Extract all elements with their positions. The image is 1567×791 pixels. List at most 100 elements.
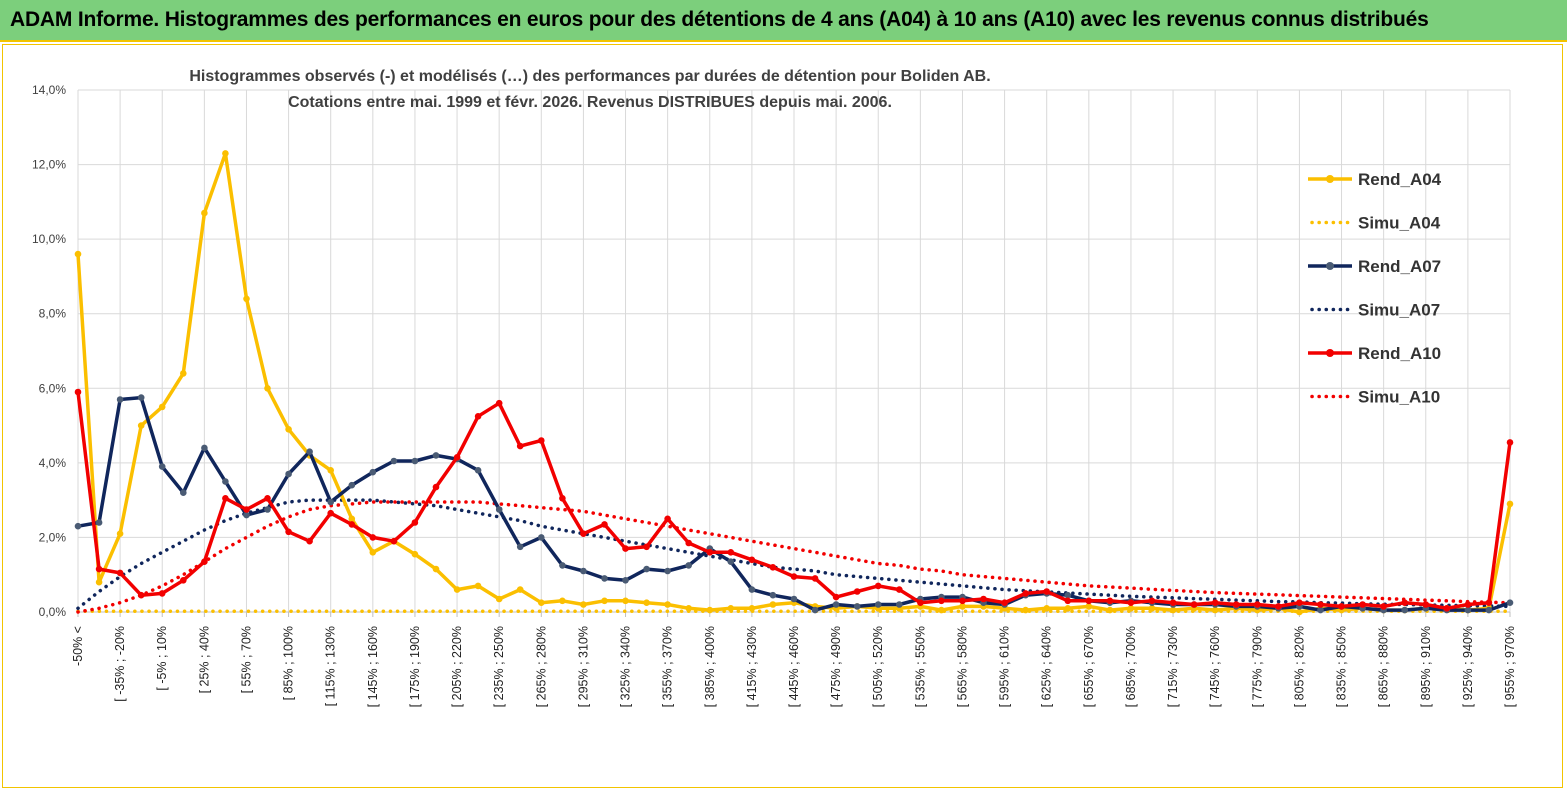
data-point-rend-a04: [1064, 605, 1072, 612]
data-point-rend-a07: [1401, 606, 1408, 614]
data-point-rend-a07: [201, 444, 208, 452]
data-point-rend-a10: [1359, 601, 1366, 608]
y-tick-label: 0,0%: [39, 605, 67, 619]
chart-frame: [2, 44, 1563, 788]
data-point-rend-a07: [1485, 606, 1493, 614]
y-tick-labels: 0,0% 2,0% 4,0% 6,0% 8,0% 10,0% 12,0% 14,0%: [32, 83, 66, 619]
data-point-rend-a10: [1064, 597, 1072, 605]
data-point-rend-a07: [243, 511, 250, 519]
legend-label: Rend_A07: [1358, 257, 1441, 276]
data-point-rend-a10: [959, 597, 966, 605]
legend-item-simu-a04: Simu_A04: [1310, 214, 1441, 233]
y-tick-label: 2,0%: [39, 530, 67, 544]
x-tick-label: [ 235% ; 250%: [492, 626, 506, 707]
series-line-simu-a10: [76, 500, 1512, 614]
data-point-rend-a10: [1296, 599, 1303, 606]
data-point-rend-a10: [348, 521, 356, 528]
data-point-rend-a07: [622, 577, 629, 584]
data-point-rend-a04: [538, 599, 545, 606]
data-point-rend-a10: [832, 593, 840, 601]
chart-title-line1: Histogrammes observés (-) et modélisés (…: [189, 68, 990, 85]
data-point-rend-a10: [158, 590, 166, 597]
data-point-rend-a10: [917, 599, 924, 606]
data-point-rend-a04: [264, 385, 271, 392]
data-point-rend-a10: [1001, 599, 1008, 606]
data-point-rend-a10: [601, 521, 608, 528]
x-tick-label: [ -5% ; 10%: [155, 626, 169, 691]
data-point-rend-a04: [1169, 606, 1177, 614]
data-point-rend-a10: [1169, 599, 1177, 606]
data-point-rend-a10: [1275, 603, 1282, 610]
data-point-rend-a07: [285, 470, 292, 478]
x-tick-label: [ 595% ; 610%: [998, 626, 1012, 707]
x-tick-label: [ 865% ; 880%: [1377, 626, 1391, 707]
report-banner: ADAM Informe. Histogrammes des performan…: [0, 0, 1567, 42]
data-point-rend-a10: [495, 399, 503, 407]
data-point-rend-a10: [1443, 605, 1451, 612]
data-point-rend-a07: [1064, 591, 1072, 599]
legend: Rend_A04 Simu_A04 Rend_A07 Simu_A07 Rend_A10…: [1308, 170, 1442, 407]
data-point-rend-a04: [727, 605, 735, 612]
x-tick-label: [ 265% ; 280%: [534, 626, 548, 707]
x-tick-label: [ 25% ; 40%: [197, 626, 211, 693]
data-point-rend-a10: [390, 537, 398, 545]
data-point-rend-a07: [1506, 599, 1514, 606]
data-point-rend-a10: [664, 515, 671, 523]
data-point-rend-a04: [222, 150, 229, 157]
data-point-rend-a10: [580, 530, 587, 537]
data-point-rend-a10: [748, 556, 756, 564]
x-tick-label: [ 505% ; 520%: [871, 626, 885, 707]
x-tick-label: [ 145% ; 160%: [366, 626, 380, 707]
data-point-rend-a04: [474, 582, 482, 590]
legend-label: Rend_A10: [1358, 344, 1441, 363]
data-point-rend-a07: [832, 601, 840, 608]
data-point-rend-a04: [664, 601, 671, 608]
data-point-rend-a04: [348, 515, 356, 523]
data-point-rend-a10: [1085, 597, 1093, 605]
legend-label: Simu_A07: [1358, 301, 1440, 320]
x-tick-label: [ 355% ; 370%: [661, 626, 675, 707]
legend-label: Simu_A04: [1358, 214, 1441, 233]
data-point-rend-a10: [727, 549, 735, 556]
data-point-rend-a04: [1148, 605, 1156, 612]
data-point-rend-a10: [1127, 599, 1135, 606]
data-point-rend-a07: [495, 506, 503, 513]
data-point-rend-a04: [495, 595, 503, 603]
data-point-rend-a04: [369, 549, 377, 556]
data-point-rend-a04: [1022, 606, 1029, 614]
legend-label: Simu_A10: [1358, 388, 1440, 407]
data-point-rend-a04: [601, 597, 608, 605]
data-point-rend-a07: [137, 394, 145, 401]
data-point-rend-a04: [643, 599, 650, 606]
data-point-rend-a04: [1127, 605, 1135, 612]
data-point-rend-a10: [1338, 603, 1345, 610]
x-tick-label: [ 415% ; 430%: [745, 626, 759, 707]
legend-label: Rend_A04: [1358, 170, 1442, 189]
data-point-rend-a04: [769, 601, 777, 608]
data-point-rend-a10: [432, 483, 440, 491]
data-point-rend-a07: [158, 463, 166, 470]
data-point-rend-a10: [1211, 599, 1219, 606]
y-tick-label: 12,0%: [32, 158, 66, 172]
series-line-simu-a07: [76, 498, 1512, 611]
data-point-rend-a07: [516, 543, 524, 551]
x-tick-label: [ 295% ; 310%: [576, 626, 590, 707]
data-point-rend-a07: [390, 457, 398, 465]
data-point-rend-a07: [306, 448, 313, 456]
data-point-rend-a07: [874, 601, 882, 608]
data-point-rend-a10: [1380, 603, 1387, 610]
legend-marker: [1326, 349, 1334, 357]
data-point-rend-a04: [706, 606, 714, 614]
data-point-rend-a10: [790, 573, 798, 580]
data-point-rend-a10: [180, 577, 187, 584]
data-point-rend-a10: [538, 437, 545, 444]
data-point-rend-a10: [264, 495, 271, 502]
data-point-rend-a10: [874, 582, 882, 590]
x-tick-label: [ 895% ; 910%: [1419, 626, 1433, 707]
data-point-rend-a10: [1422, 601, 1430, 608]
x-tick-label: [ 475% ; 490%: [829, 626, 843, 707]
x-tick-label: [ 325% ; 340%: [619, 626, 633, 707]
data-point-rend-a04: [243, 295, 250, 303]
x-tick-labels: -50% < [ -35% ; -20% [ -5% ; 10% [ 25% ; 40…: [71, 626, 1517, 707]
data-point-rend-a07: [369, 468, 377, 476]
